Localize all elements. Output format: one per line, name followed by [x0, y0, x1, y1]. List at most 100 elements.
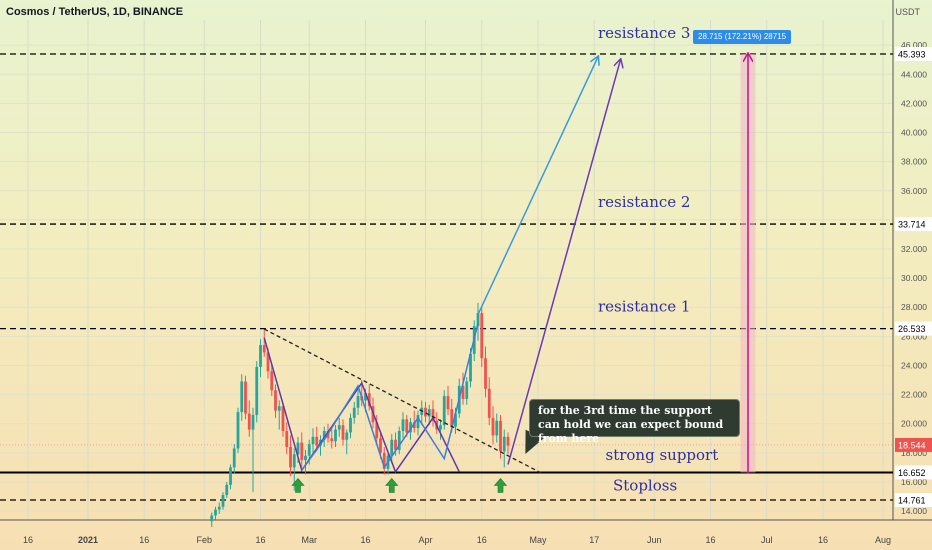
- y-tick-label: 42.000: [901, 98, 927, 108]
- x-tick-label: 16: [818, 535, 828, 545]
- support-up-arrow: [493, 478, 508, 493]
- candle-body: [270, 371, 274, 391]
- candle-body: [281, 406, 285, 432]
- candle-body: [307, 444, 311, 456]
- candle-body: [439, 425, 442, 430]
- candle-body: [390, 439, 394, 456]
- y-tick-label: 26.000: [901, 331, 927, 341]
- candle-body: [409, 422, 412, 433]
- candle-body: [345, 432, 349, 440]
- candle-body: [382, 452, 386, 469]
- candle-body: [484, 358, 487, 389]
- y-tick-label: 18.000: [901, 448, 927, 458]
- candle-body: [337, 425, 341, 430]
- y-tick-label: 16.000: [901, 477, 927, 487]
- level-label-resistance-3: resistance 3: [598, 24, 690, 42]
- candle-body: [296, 442, 300, 455]
- candle-body: [487, 388, 491, 418]
- y-tick-label: 44.000: [901, 69, 927, 79]
- x-tick-label: 16: [360, 535, 370, 545]
- y-tick-label: 28.000: [901, 302, 927, 312]
- x-tick-label: May: [529, 535, 547, 545]
- x-tick-label: Feb: [196, 535, 212, 545]
- candle-body: [274, 390, 277, 411]
- candle-body: [221, 495, 225, 507]
- candle-body: [300, 442, 304, 461]
- candle-body: [277, 406, 281, 411]
- candle-body: [379, 438, 382, 453]
- candle-body: [217, 506, 221, 510]
- chart-title: Cosmos / TetherUS, 1D, BINANCE: [6, 6, 184, 18]
- candle-body: [251, 414, 255, 430]
- candle-body: [289, 447, 292, 468]
- x-tick-label: 2021: [78, 535, 98, 545]
- candle-body: [461, 385, 465, 399]
- candle-body: [416, 414, 420, 429]
- annotation-callout[interactable]: for the 3rd time the support can hold we…: [529, 399, 740, 445]
- level-label-resistance-2: resistance 2: [598, 193, 690, 211]
- price-tag-resistance-3-bg: [895, 47, 932, 61]
- y-tick-label: 32.000: [901, 244, 927, 254]
- x-tick-label: 16: [139, 535, 149, 545]
- support-up-arrow: [385, 478, 399, 493]
- candle-body: [465, 381, 469, 399]
- candle-body: [499, 420, 502, 452]
- candle-body: [401, 419, 405, 432]
- candle-body: [311, 436, 315, 445]
- candle-body: [394, 439, 397, 450]
- current-price-tag: 18.544: [898, 440, 926, 450]
- candle-body: [352, 407, 356, 418]
- candle-body: [292, 454, 296, 468]
- x-tick-label: 16: [477, 535, 487, 545]
- wave-pattern-line: [263, 337, 460, 474]
- candle-body: [349, 417, 352, 433]
- x-tick-label: Mar: [302, 535, 318, 545]
- y-tick-label: 14.000: [901, 506, 927, 516]
- price-tag-Stoploss-bg: [895, 493, 932, 507]
- candle-body: [210, 515, 214, 522]
- blue-wave-line: [301, 323, 479, 471]
- y-tick-label: 46.000: [901, 40, 927, 50]
- candle-body: [225, 484, 229, 496]
- candle-body: [285, 431, 289, 448]
- price-tag-Stoploss: 14.761: [898, 496, 926, 506]
- level-label-strong-support: strong support: [606, 446, 719, 464]
- y-tick-label: 40.000: [901, 128, 927, 138]
- price-tag-strong-support-bg: [895, 465, 932, 480]
- candle-body: [247, 413, 251, 430]
- candle-body: [502, 436, 506, 452]
- candle-body: [506, 436, 510, 446]
- candle-body: [341, 425, 345, 440]
- candle-body: [364, 393, 367, 401]
- x-tick-label: Aug: [875, 535, 891, 545]
- y-tick-label: 38.000: [901, 157, 927, 167]
- candle-body: [427, 409, 431, 417]
- descending-trendline: [263, 328, 543, 474]
- candle-body: [469, 353, 472, 382]
- candle-body: [405, 419, 409, 433]
- candle-body: [330, 438, 334, 442]
- y-tick-label: 20.000: [901, 419, 927, 429]
- price-tag-strong-support: 16.652: [898, 468, 926, 478]
- candle-body: [259, 345, 262, 367]
- candle-body: [442, 396, 446, 426]
- candle-body: [244, 381, 247, 414]
- candle-body: [229, 467, 232, 485]
- candle-body: [454, 413, 457, 427]
- price-tag-resistance-3: 45.393: [898, 50, 926, 60]
- x-tick-label: 17: [589, 535, 599, 545]
- candle-body: [476, 313, 480, 327]
- y-tick-label: 36.000: [901, 186, 927, 196]
- x-tick-label: 16: [23, 535, 33, 545]
- y-tick-label: 24.000: [901, 360, 927, 370]
- candle-body: [431, 409, 435, 421]
- candle-body: [304, 455, 307, 461]
- level-label-resistance-1: resistance 1: [598, 298, 690, 316]
- candle-body: [446, 396, 450, 410]
- candle-body: [424, 407, 427, 417]
- x-tick-label: Jun: [647, 535, 662, 545]
- price-tag-resistance-1-bg: [895, 321, 932, 336]
- measure-badge: 28.715 (172.21%) 28715: [693, 30, 792, 44]
- candle-body: [375, 422, 379, 439]
